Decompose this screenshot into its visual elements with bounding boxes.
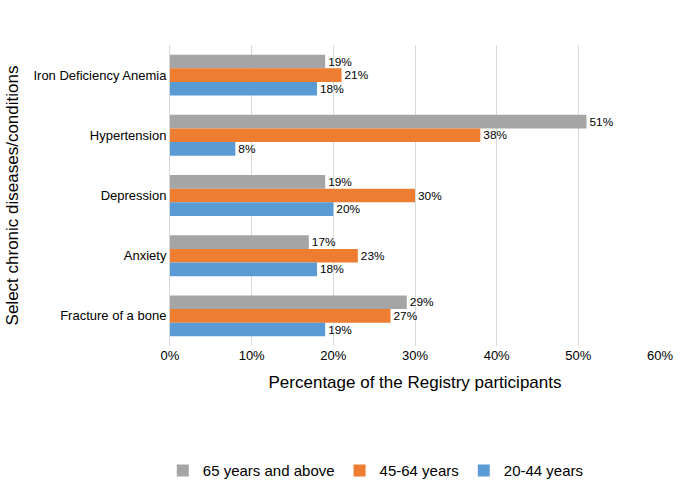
svg-text:38%: 38% — [483, 128, 507, 142]
svg-text:Select chronic diseases/condit: Select chronic diseases/conditions — [3, 66, 22, 326]
svg-text:30%: 30% — [418, 189, 442, 203]
svg-text:0%: 0% — [161, 348, 180, 363]
svg-text:21%: 21% — [345, 68, 369, 82]
svg-text:19%: 19% — [328, 175, 352, 189]
svg-text:Hypertension: Hypertension — [90, 128, 167, 143]
svg-text:Iron Deficiency Anemia: Iron Deficiency Anemia — [33, 68, 167, 83]
svg-text:17%: 17% — [312, 235, 336, 249]
svg-text:20%: 20% — [336, 202, 360, 216]
svg-text:20-44 years: 20-44 years — [504, 462, 583, 479]
svg-text:Anxiety: Anxiety — [124, 248, 167, 263]
svg-text:45-64 years: 45-64 years — [380, 462, 459, 479]
svg-text:Depression: Depression — [101, 188, 167, 203]
svg-text:18%: 18% — [320, 82, 344, 96]
svg-text:19%: 19% — [328, 323, 352, 337]
svg-text:65 years and above: 65 years and above — [203, 462, 335, 479]
svg-text:19%: 19% — [328, 55, 352, 69]
svg-text:Fracture of a bone: Fracture of a bone — [60, 308, 166, 323]
svg-text:10%: 10% — [239, 348, 265, 363]
svg-text:Percentage of the Registry par: Percentage of the Registry participants — [269, 373, 562, 392]
svg-text:8%: 8% — [238, 142, 256, 156]
svg-text:50%: 50% — [565, 348, 591, 363]
svg-text:23%: 23% — [361, 249, 385, 263]
svg-text:29%: 29% — [410, 295, 434, 309]
svg-text:18%: 18% — [320, 262, 344, 276]
svg-text:27%: 27% — [394, 309, 418, 323]
svg-text:51%: 51% — [590, 115, 614, 129]
svg-text:60%: 60% — [647, 348, 673, 363]
svg-text:20%: 20% — [320, 348, 346, 363]
svg-text:40%: 40% — [484, 348, 510, 363]
svg-text:30%: 30% — [402, 348, 428, 363]
